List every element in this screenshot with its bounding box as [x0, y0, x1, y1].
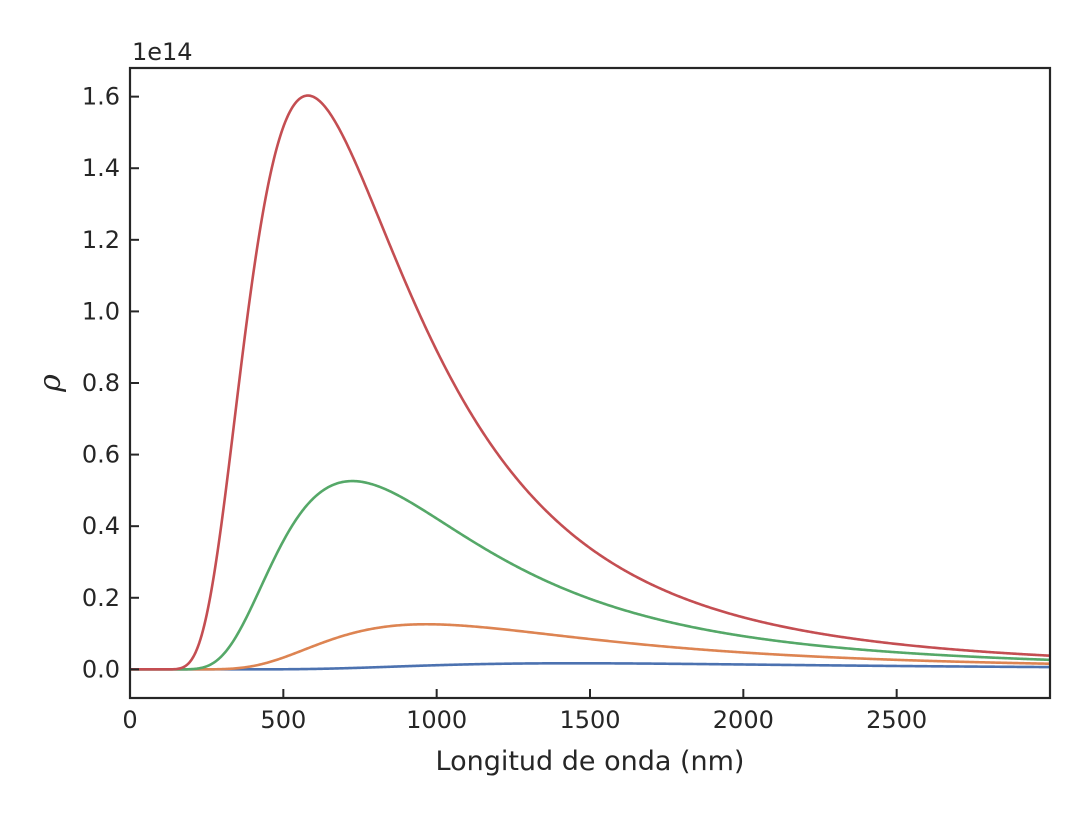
series-layer — [129, 94, 1051, 671]
x-axis: 0 500 1000 1500 2000 2500 — [122, 689, 927, 734]
x-axis-label: Longitud de onda (nm) — [436, 746, 745, 777]
series-line-1 — [129, 661, 1051, 671]
y-tick-label: 0.0 — [82, 655, 120, 683]
y-tick-label: 1.6 — [82, 83, 120, 111]
series-line-3 — [129, 479, 1051, 671]
y-tick-label: 1.2 — [82, 226, 120, 254]
x-tick-label: 1500 — [559, 706, 620, 734]
x-tick-label: 500 — [260, 706, 306, 734]
y-tick-label: 0.4 — [82, 512, 120, 540]
x-tick-label: 1000 — [406, 706, 467, 734]
plot-frame — [128, 66, 1052, 700]
x-tick-label: 0 — [122, 706, 137, 734]
y-tick-label: 0.6 — [82, 441, 120, 469]
x-tick-label: 2500 — [866, 706, 927, 734]
y-axis: 0.0 0.2 0.4 0.6 0.8 1.0 1.2 1.4 1.6 — [82, 83, 139, 683]
y-offset-label: 1e14 — [132, 38, 193, 66]
y-axis-label: ρ — [33, 374, 68, 393]
x-tick-label: 2000 — [713, 706, 774, 734]
series-line-2 — [129, 622, 1051, 671]
y-tick-label: 0.2 — [82, 584, 120, 612]
y-tick-label: 1.4 — [82, 154, 120, 182]
y-tick-label: 1.0 — [82, 297, 120, 325]
series-line-4 — [129, 94, 1051, 671]
y-tick-label: 0.8 — [82, 369, 120, 397]
